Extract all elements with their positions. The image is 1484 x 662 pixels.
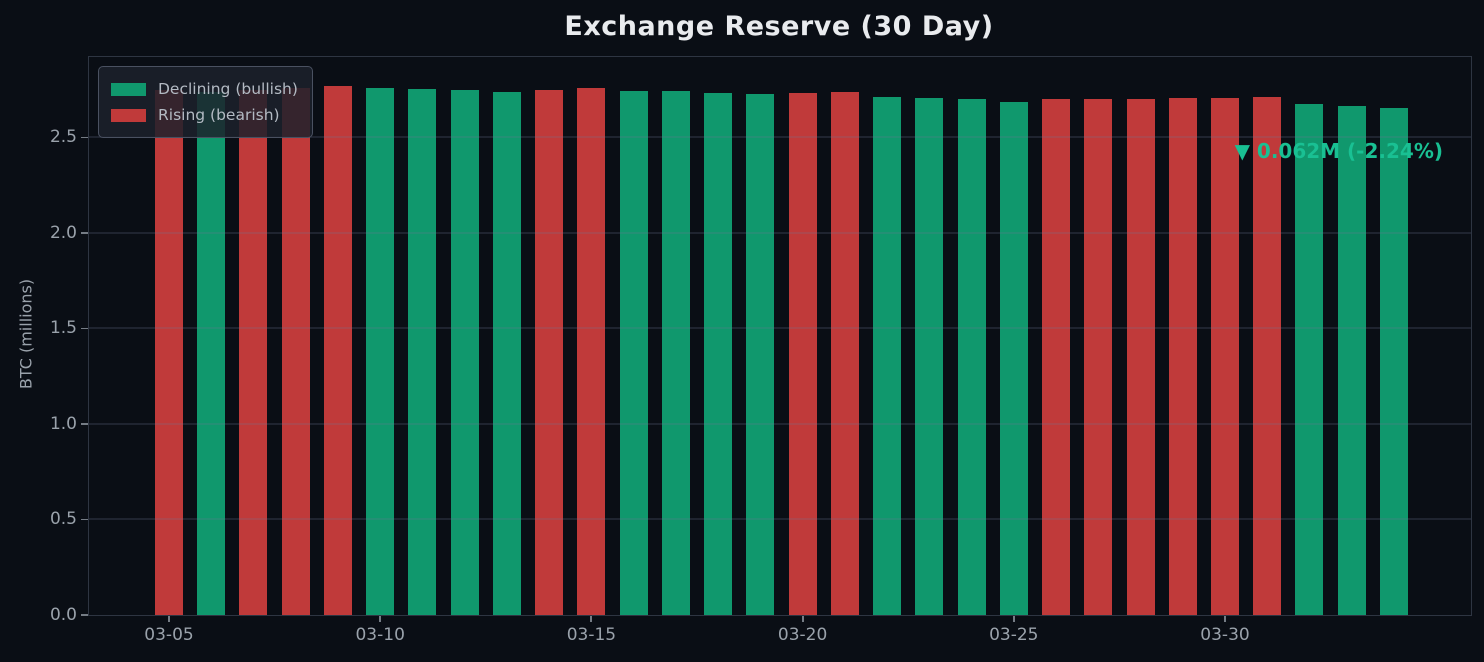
bar-03-17-declining bbox=[661, 91, 690, 615]
bar-04-02-declining bbox=[1337, 106, 1366, 615]
x-tick-label: 03-05 bbox=[144, 625, 194, 645]
bar-03-31-rising bbox=[1253, 97, 1282, 615]
x-tick-mark bbox=[379, 616, 382, 622]
y-tick-label: 0.0 bbox=[49, 605, 77, 625]
bar-03-29-rising bbox=[1168, 98, 1197, 615]
x-tick-mark bbox=[801, 616, 804, 622]
x-tick-label: 03-30 bbox=[1200, 625, 1250, 645]
bar-03-16-declining bbox=[619, 90, 648, 615]
bar-03-18-declining bbox=[704, 92, 733, 615]
rising-swatch-icon bbox=[111, 108, 146, 122]
legend-item-declining: Declining (bullish) bbox=[111, 76, 298, 102]
bar-03-07-rising bbox=[239, 90, 268, 615]
bar-03-06-declining bbox=[197, 91, 226, 615]
bar-03-22-declining bbox=[873, 96, 902, 615]
bar-04-01-declining bbox=[1295, 104, 1324, 615]
y-tick-mark bbox=[81, 423, 88, 425]
y-tick-label: 1.0 bbox=[49, 413, 77, 434]
bar-03-27-rising bbox=[1084, 99, 1113, 615]
bar-03-20-rising bbox=[788, 92, 817, 615]
x-tick-mark bbox=[590, 616, 593, 622]
bar-04-03-declining bbox=[1379, 107, 1408, 615]
bar-03-14-rising bbox=[535, 90, 564, 615]
y-tick-label: 1.5 bbox=[49, 318, 77, 339]
y-tick-label: 0.5 bbox=[49, 509, 77, 530]
legend-item-rising: Rising (bearish) bbox=[111, 102, 298, 128]
plot-area: Declining (bullish) Rising (bearish) ▼ 0… bbox=[50, 56, 1472, 645]
bar-03-13-declining bbox=[492, 92, 521, 615]
bar-03-21-rising bbox=[830, 92, 859, 615]
bar-03-12-declining bbox=[450, 90, 479, 615]
bar-03-25-declining bbox=[999, 101, 1028, 615]
change-annotation: ▼ 0.062M (-2.24%) bbox=[1234, 139, 1443, 163]
bar-03-19-declining bbox=[746, 93, 775, 615]
y-tick-mark bbox=[81, 232, 88, 234]
bar-03-15-rising bbox=[577, 88, 606, 615]
bar-03-26-rising bbox=[1042, 99, 1071, 615]
bar-03-24-declining bbox=[957, 99, 986, 615]
bar-03-09-rising bbox=[323, 86, 352, 615]
bar-03-11-declining bbox=[408, 89, 437, 615]
y-tick-label: 2.0 bbox=[49, 222, 77, 243]
y-tick-mark bbox=[81, 614, 88, 616]
x-tick-label: 03-20 bbox=[777, 625, 828, 645]
bar-03-10-declining bbox=[366, 87, 395, 615]
y-tick-mark bbox=[81, 518, 88, 521]
bar-03-08-rising bbox=[281, 88, 310, 615]
x-tick-mark bbox=[168, 616, 170, 622]
declining-swatch-icon bbox=[111, 82, 146, 96]
bar-03-28-rising bbox=[1126, 98, 1155, 615]
y-tick-mark bbox=[81, 327, 88, 330]
legend: Declining (bullish) Rising (bearish) bbox=[98, 66, 313, 138]
legend-label-rising: Rising (bearish) bbox=[158, 106, 280, 124]
bar-03-05-rising bbox=[155, 90, 183, 615]
y-tick-label: 2.5 bbox=[49, 127, 77, 148]
x-tick-mark bbox=[1012, 616, 1015, 622]
x-tick-mark bbox=[1224, 616, 1226, 622]
x-tick-label: 03-10 bbox=[355, 625, 405, 645]
y-tick-mark bbox=[81, 136, 88, 138]
chart-title: Exchange Reserve (30 Day) bbox=[564, 11, 994, 42]
x-tick-label: 03-25 bbox=[989, 625, 1039, 645]
x-tick-label: 03-15 bbox=[566, 625, 617, 645]
bar-03-23-declining bbox=[915, 97, 944, 615]
legend-label-declining: Declining (bullish) bbox=[158, 80, 298, 98]
bar-03-30-rising bbox=[1211, 97, 1239, 615]
